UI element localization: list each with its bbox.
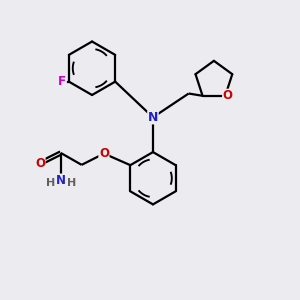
Text: H: H [67,178,76,188]
Text: O: O [223,89,232,102]
Text: O: O [99,147,109,160]
Text: H: H [46,178,55,188]
Text: N: N [56,174,66,187]
Text: O: O [35,157,45,170]
Text: N: N [148,111,158,124]
Text: F: F [58,75,66,88]
